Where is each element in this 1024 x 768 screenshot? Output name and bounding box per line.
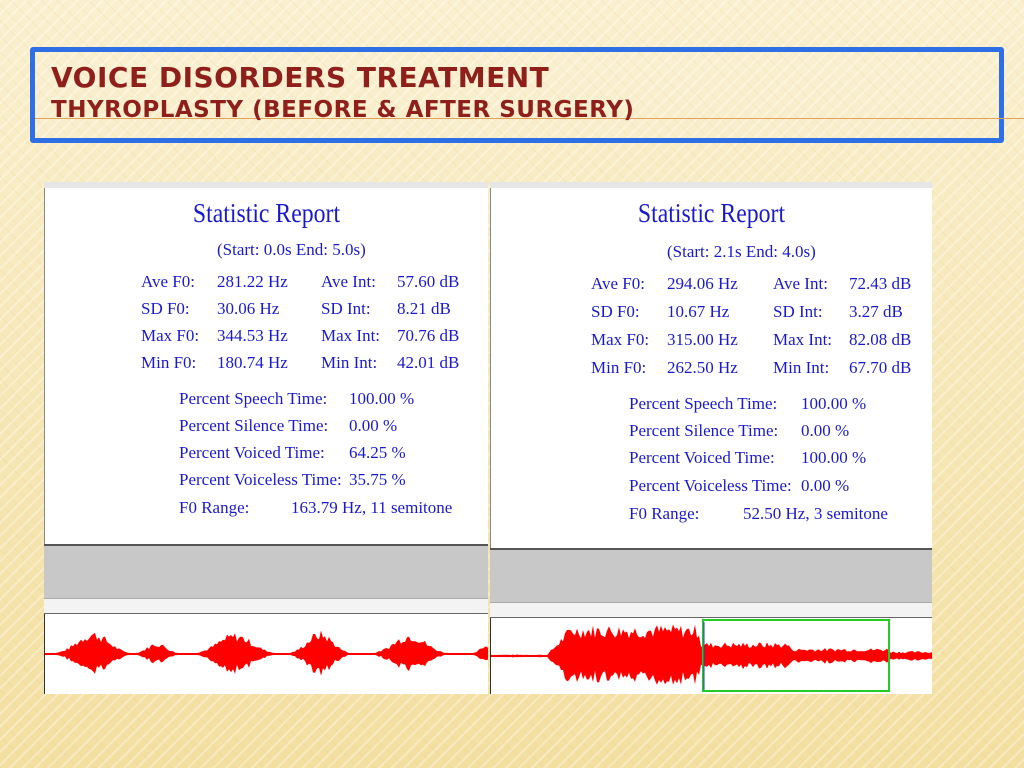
stat-label: Ave Int: xyxy=(773,274,828,293)
slide-title: Voice Disorders treatment xyxy=(51,61,550,94)
stat-label: Max Int: xyxy=(321,326,381,345)
stat-label: SD F0: xyxy=(141,299,190,318)
percent-label: Percent Voiced Time: xyxy=(629,448,775,467)
stat-label: Min F0: xyxy=(141,353,197,372)
percent-label: Percent Voiceless Time: xyxy=(179,470,342,489)
report-time-range: (Start: 0.0s End: 5.0s) xyxy=(217,240,366,259)
percent-value: 0.00 % xyxy=(801,421,850,440)
title-frame: Voice Disorders treatment Thyroplasty (B… xyxy=(30,47,1024,143)
stat-label: Max Int: xyxy=(773,330,833,349)
stat-label: Ave Int: xyxy=(321,272,376,291)
percent-value: 100.00 % xyxy=(801,394,867,413)
stat-label: Min Int: xyxy=(321,353,378,372)
timeline-scrollbar[interactable] xyxy=(490,602,932,618)
stat-value: 67.70 dB xyxy=(849,358,912,377)
selection-region[interactable] xyxy=(702,619,890,692)
percent-value: 0.00 % xyxy=(349,416,398,435)
waveform-after-svg xyxy=(491,619,932,692)
stat-label: Ave F0: xyxy=(591,274,645,293)
report-title: Statistic Report xyxy=(637,198,786,228)
stat-label: Ave F0: xyxy=(141,272,195,291)
percent-value: 64.25 % xyxy=(349,443,406,462)
f0-range-label: F0 Range: xyxy=(179,498,250,517)
statistic-report-before: Statistic Report (Start: 0.0s End: 5.0s)… xyxy=(44,188,488,544)
report-time-range: (Start: 2.1s End: 4.0s) xyxy=(667,242,816,261)
stat-value: 42.01 dB xyxy=(397,353,460,372)
report-title: Statistic Report xyxy=(192,198,341,228)
stat-value: 262.50 Hz xyxy=(667,358,738,377)
stat-value: 70.76 dB xyxy=(397,326,460,345)
stat-label: SD F0: xyxy=(591,302,640,321)
percent-label: Percent Silence Time: xyxy=(179,416,329,435)
stat-value: 72.43 dB xyxy=(849,274,912,293)
percent-value: 35.75 % xyxy=(349,470,406,489)
f0-range-value: 52.50 Hz, 3 semitone xyxy=(743,504,888,523)
percent-label: Percent Speech Time: xyxy=(629,394,778,413)
percent-label: Percent Speech Time: xyxy=(179,389,328,408)
stat-value: 3.27 dB xyxy=(849,302,903,321)
percent-label: Percent Voiceless Time: xyxy=(629,476,792,495)
stat-label: Min F0: xyxy=(591,358,647,377)
stat-label: SD Int: xyxy=(773,302,823,321)
percent-label: Percent Silence Time: xyxy=(629,421,779,440)
stat-value: 8.21 dB xyxy=(397,299,451,318)
after-surgery-panel: Statistic Report (Start: 2.1s End: 4.0s)… xyxy=(490,182,932,694)
stat-value: 30.06 Hz xyxy=(217,299,280,318)
title-divider-line xyxy=(35,118,1024,119)
waveform-before xyxy=(44,614,488,694)
stat-label: SD Int: xyxy=(321,299,371,318)
percent-value: 100.00 % xyxy=(801,448,867,467)
percent-value: 0.00 % xyxy=(801,476,850,495)
waveform-before-svg xyxy=(45,630,488,676)
stat-label: Min Int: xyxy=(773,358,830,377)
before-surgery-panel: Statistic Report (Start: 0.0s End: 5.0s)… xyxy=(44,182,488,694)
empty-panel-area xyxy=(44,544,488,598)
stat-value: 82.08 dB xyxy=(849,330,912,349)
timeline-scrollbar[interactable] xyxy=(44,598,488,614)
f0-range-label: F0 Range: xyxy=(629,504,700,523)
percent-label: Percent Voiced Time: xyxy=(179,443,325,462)
percent-value: 100.00 % xyxy=(349,389,415,408)
stat-value: 10.67 Hz xyxy=(667,302,730,321)
statistic-report-after: Statistic Report (Start: 2.1s End: 4.0s)… xyxy=(490,188,932,548)
stat-value: 294.06 Hz xyxy=(667,274,738,293)
stat-label: Max F0: xyxy=(141,326,200,345)
stat-label: Max F0: xyxy=(591,330,650,349)
stat-value: 315.00 Hz xyxy=(667,330,738,349)
empty-panel-area xyxy=(490,548,932,602)
stat-value: 57.60 dB xyxy=(397,272,460,291)
stat-value: 344.53 Hz xyxy=(217,326,288,345)
stat-value: 281.22 Hz xyxy=(217,272,288,291)
stat-value: 180.74 Hz xyxy=(217,353,288,372)
slide-subtitle: Thyroplasty (Before & After Surgery) xyxy=(51,97,635,123)
waveform-after xyxy=(490,618,932,694)
f0-range-value: 163.79 Hz, 11 semitone xyxy=(291,498,453,517)
